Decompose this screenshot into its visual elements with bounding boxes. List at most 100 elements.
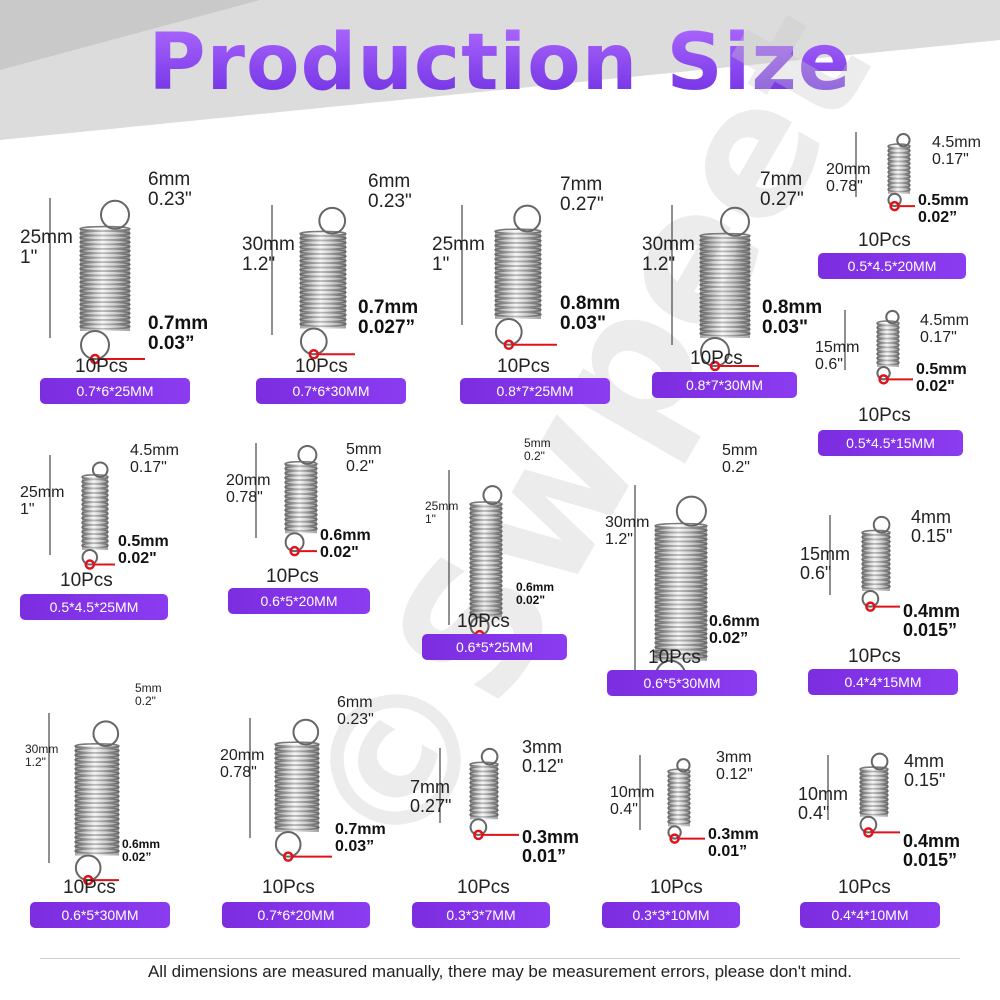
page-title: Production Size — [0, 18, 1000, 108]
hook-label: 7mm 0.27" — [560, 175, 604, 215]
wire-mm: 0.5mm — [118, 533, 169, 550]
wire-inch: 0.02" — [916, 377, 955, 395]
wire-diameter-label: 0.4mm 0.015” — [903, 602, 960, 640]
length-label: 30mm 1.2" — [242, 235, 295, 275]
wire-diameter-label: 0.7mm 0.03” — [148, 314, 208, 354]
hook-label: 4.5mm 0.17" — [932, 134, 981, 169]
length-mm: 15mm — [800, 544, 851, 564]
wire-mm: 0.6mm — [320, 527, 371, 544]
length-mm: 25mm — [20, 227, 73, 248]
wire-diameter-label: 0.5mm 0.02" — [118, 533, 169, 568]
length-mm: 25mm — [432, 234, 485, 255]
wire-mm: 0.6mm — [516, 580, 555, 594]
hook-mm: 5mm — [135, 681, 162, 695]
quantity-label: 10Pcs — [457, 877, 510, 898]
wire-mm: 0.6mm — [122, 837, 161, 851]
hook-mm: 6mm — [337, 694, 373, 711]
wire-inch: 0.027” — [358, 316, 416, 338]
length-inch: 1.2" — [242, 253, 276, 275]
length-inch: 0.4" — [798, 802, 830, 823]
hook-label: 4.5mm 0.17" — [130, 442, 179, 477]
wire-diameter-label: 0.8mm 0.03" — [560, 294, 620, 334]
wire-mm: 0.4mm — [903, 601, 961, 621]
wire-inch: 0.01” — [708, 842, 748, 860]
length-label: 25mm 1" — [20, 484, 65, 519]
hook-label: 6mm 0.23" — [368, 172, 412, 212]
length-mm: 20mm — [220, 747, 265, 764]
length-label: 20mm 0.78" — [226, 472, 270, 507]
wire-inch: 0.02" — [118, 549, 157, 567]
hook-label: 5mm 0.2" — [135, 682, 162, 707]
hook-inch: 0.23" — [368, 190, 412, 212]
hook-mm: 4mm — [904, 751, 944, 771]
hook-label: 3mm 0.12" — [716, 749, 753, 784]
wire-mm: 0.6mm — [709, 613, 760, 630]
hook-inch: 0.12" — [522, 755, 564, 776]
length-label: 25mm 1" — [432, 235, 485, 275]
wire-diameter-label: 0.3mm 0.01” — [708, 826, 759, 861]
wire-diameter-label: 0.8mm 0.03" — [762, 298, 822, 338]
size-badge: 0.5*4.5*25MM — [20, 594, 168, 620]
hook-mm: 7mm — [560, 174, 603, 195]
hook-inch: 0.27" — [760, 188, 804, 210]
wire-inch: 0.01” — [522, 845, 567, 866]
quantity-label: 10Pcs — [848, 646, 901, 667]
hook-label: 5mm 0.2" — [524, 437, 551, 462]
length-inch: 1.2" — [642, 253, 676, 275]
length-label: 20mm 0.78" — [220, 747, 265, 782]
hook-inch: 0.2" — [346, 457, 374, 475]
hook-label: 6mm 0.23" — [148, 170, 192, 210]
length-mm: 7mm — [410, 777, 450, 797]
wire-mm: 0.7mm — [358, 297, 419, 318]
quantity-label: 10Pcs — [838, 877, 891, 898]
quantity-label: 10Pcs — [497, 356, 550, 377]
wire-mm: 0.3mm — [708, 826, 759, 843]
quantity-label: 10Pcs — [648, 647, 701, 668]
hook-mm: 4mm — [911, 507, 951, 527]
footer-disclaimer: All dimensions are measured manually, th… — [147, 962, 853, 981]
hook-label: 3mm 0.12" — [522, 738, 563, 776]
length-label: 10mm 0.4" — [610, 784, 654, 819]
hook-mm: 4.5mm — [932, 134, 981, 151]
length-mm: 25mm — [20, 484, 65, 501]
quantity-label: 10Pcs — [690, 348, 743, 369]
wire-diameter-label: 0.5mm 0.02” — [918, 192, 969, 227]
length-mm: 20mm — [826, 161, 871, 178]
hook-label: 5mm 0.2" — [722, 442, 758, 477]
length-label: 15mm 0.6" — [800, 545, 850, 583]
hook-inch: 0.27" — [560, 193, 604, 215]
size-badge: 0.5*4.5*20MM — [818, 253, 966, 279]
wire-inch: 0.02" — [516, 592, 546, 607]
length-mm: 30mm — [642, 234, 695, 255]
quantity-label: 10Pcs — [858, 230, 911, 251]
wire-mm: 0.7mm — [148, 313, 209, 334]
wire-inch: 0.03" — [762, 316, 808, 338]
size-badge: 0.3*3*10MM — [602, 902, 740, 928]
wire-diameter-label: 0.6mm 0.02” — [122, 838, 160, 863]
length-inch: 1.2" — [605, 530, 633, 548]
quantity-label: 10Pcs — [457, 611, 510, 632]
length-mm: 30mm — [605, 514, 650, 531]
wire-diameter-label: 0.6mm 0.02" — [516, 581, 554, 606]
size-badge: 0.8*7*30MM — [652, 372, 797, 398]
length-mm: 25mm — [425, 499, 459, 513]
wire-diameter-label: 0.7mm 0.03” — [335, 821, 386, 856]
hook-inch: 0.23" — [148, 188, 192, 210]
length-mm: 15mm — [815, 339, 860, 356]
quantity-label: 10Pcs — [60, 570, 113, 591]
length-inch: 1" — [20, 246, 38, 268]
size-badge: 0.8*7*25MM — [460, 378, 610, 404]
hook-inch: 0.17" — [130, 458, 167, 476]
size-badge: 0.6*5*20MM — [228, 588, 370, 614]
size-badge: 0.6*5*30MM — [607, 670, 757, 696]
size-badge: 0.7*6*30MM — [256, 378, 406, 404]
hook-mm: 3mm — [716, 749, 752, 766]
size-badge: 0.3*3*7MM — [412, 902, 550, 928]
